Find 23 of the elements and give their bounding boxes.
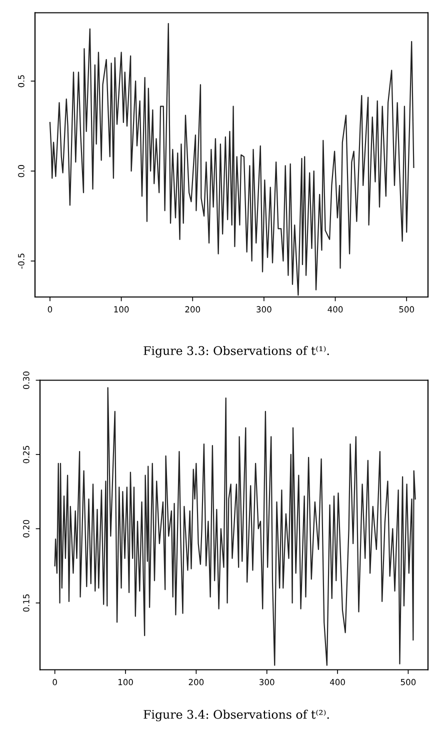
y-tick-label: 0.15: [23, 594, 30, 612]
x-tick-label: 400: [330, 678, 345, 686]
x-tick-label: 300: [260, 678, 274, 686]
x-tick-label: 500: [399, 306, 414, 312]
line-series: [49, 22, 414, 296]
caption: Figure 3.4: Observations of t⁽²⁾.: [144, 710, 329, 722]
x-tick-label: 500: [400, 678, 416, 686]
x-tick-label: 300: [256, 306, 272, 312]
y-tick-label: 0.30: [23, 372, 30, 389]
y-tick-label: 0.25: [23, 446, 30, 464]
caption: Figure 3.3: Observations of t⁽¹⁾.: [144, 346, 329, 358]
y-tick-label: 0.0: [18, 164, 24, 178]
x-tick-label: 400: [328, 306, 343, 312]
x-tick-label: 100: [114, 306, 129, 312]
x-tick-label: 0: [52, 678, 57, 686]
line-series: [54, 387, 416, 666]
y-tick-label: 0.20: [23, 520, 30, 538]
x-tick-label: 200: [185, 306, 200, 312]
x-tick-label: 200: [188, 678, 204, 686]
y-tick-label: 0.5: [18, 75, 24, 88]
x-tick-label: 0: [48, 306, 52, 312]
x-tick-label: 100: [118, 678, 133, 686]
y-tick-label: -0.5: [18, 254, 24, 269]
